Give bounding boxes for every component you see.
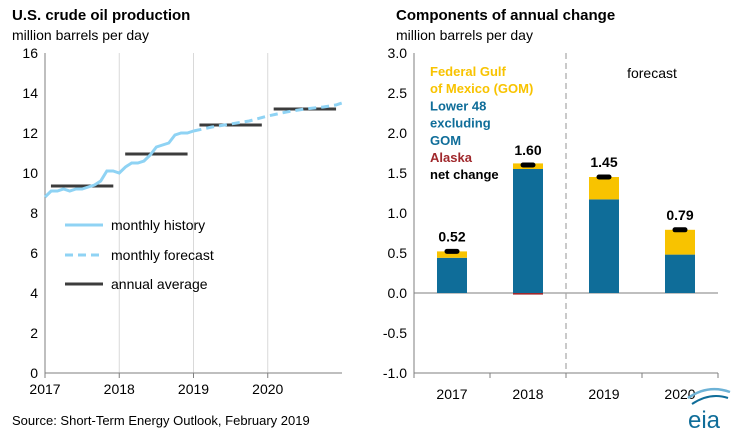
- right-y-tick-label: 2.5: [388, 85, 408, 101]
- bar-segment-gom: [589, 177, 619, 200]
- left-y-tick-label: 10: [22, 165, 38, 181]
- right-y-tick-label: 1.5: [388, 165, 408, 181]
- right-chart-subtitle: million barrels per day: [396, 27, 533, 43]
- right-y-tick-label: 2.0: [388, 125, 408, 141]
- left-y-tick-label: 8: [30, 205, 38, 221]
- bar-segment-gom: [437, 251, 467, 258]
- right-legend-line: net change: [430, 167, 499, 182]
- left-y-tick-label: 0: [30, 365, 38, 381]
- right-x-tick-label: 2018: [512, 386, 543, 402]
- monthly-forecast-line: [193, 101, 343, 133]
- eia-logo-text: eia: [688, 407, 721, 434]
- bar-segment-lower48: [437, 257, 467, 293]
- right-chart-title: Components of annual change: [396, 7, 615, 24]
- left-y-tick-label: 16: [22, 45, 38, 61]
- right-y-tick-label: 0.5: [388, 245, 408, 261]
- right-x-tick-label: 2017: [436, 386, 467, 402]
- left-y-tick-label: 6: [30, 245, 38, 261]
- right-x-tick-label: 2020: [664, 386, 695, 402]
- bar-segment-lower48: [513, 169, 543, 293]
- left-plot-area: 0 2 4 6 8 10 12 14 16 2017 2018 2019 2020: [22, 45, 343, 397]
- eia-logo-swoosh: [687, 387, 731, 400]
- forecast-annotation: forecast: [627, 65, 677, 81]
- left-legend: monthly history monthly forecast annual …: [65, 217, 214, 292]
- net-change-label: 1.45: [590, 154, 617, 170]
- left-x-tick-label: 2017: [29, 381, 60, 397]
- right-plot-area: -1.0 -0.5 0.0 0.5 1.0 1.5 2.0 2.5 3.0 forecast 0.5…: [383, 45, 719, 402]
- left-y-tick-label: 12: [22, 125, 38, 141]
- legend-label-history: monthly history: [111, 217, 205, 233]
- left-y-tick-label: 14: [22, 85, 38, 101]
- legend-label-annual: annual average: [111, 276, 208, 292]
- right-legend-line: of Mexico (GOM): [430, 81, 533, 96]
- eia-logo: eia: [687, 387, 731, 434]
- left-y-tick-label: 2: [30, 325, 38, 341]
- left-chart-subtitle: million barrels per day: [12, 27, 149, 43]
- right-legend-line: Lower 48: [430, 98, 486, 113]
- right-legend-line: excluding: [430, 116, 491, 131]
- left-x-tick-label: 2018: [104, 381, 135, 397]
- right-y-tick-label: 0.0: [388, 285, 408, 301]
- left-chart-title: U.S. crude oil production: [12, 7, 190, 24]
- left-x-tick-label: 2020: [252, 381, 283, 397]
- right-legend-line: Alaska: [430, 150, 473, 165]
- bar-segment-alaska: [513, 293, 543, 295]
- right-y-tick-label: -0.5: [383, 325, 407, 341]
- right-legend-line: Federal Gulf: [430, 64, 507, 79]
- bar-segment-lower48: [589, 199, 619, 293]
- net-change-label: 0.79: [666, 207, 693, 223]
- eia-logo-swoosh-2: [691, 395, 729, 405]
- legend-label-forecast: monthly forecast: [111, 247, 214, 263]
- right-x-tick-label: 2019: [588, 386, 619, 402]
- net-change-label: 0.52: [438, 228, 465, 244]
- left-x-tick-label: 2019: [178, 381, 209, 397]
- right-y-tick-label: 3.0: [388, 45, 408, 61]
- bar-segment-gom: [665, 229, 695, 255]
- monthly-history-line: [43, 129, 194, 199]
- net-change-label: 1.60: [514, 142, 541, 158]
- right-legend-line: GOM: [430, 133, 461, 148]
- bar-segment-lower48: [665, 254, 695, 293]
- source-note: Source: Short-Term Energy Outlook, Febru…: [12, 413, 310, 428]
- left-y-tick-label: 4: [30, 285, 38, 301]
- right-y-tick-label: 1.0: [388, 205, 408, 221]
- right-y-tick-label: -1.0: [383, 365, 407, 381]
